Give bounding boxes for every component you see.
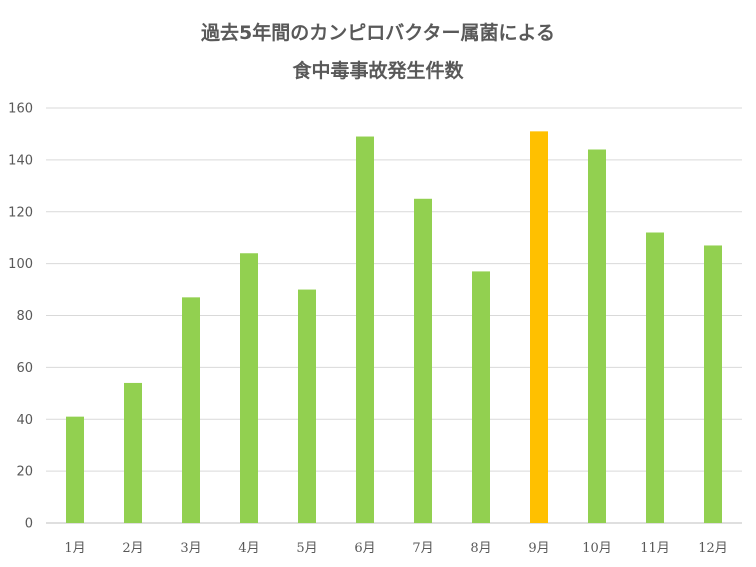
- bar-12: [704, 245, 722, 523]
- x-tick-label: 11月: [640, 541, 670, 556]
- bar-7: [414, 198, 432, 523]
- x-tick-label: 4月: [238, 541, 259, 556]
- bar-8: [472, 271, 490, 523]
- y-tick-label: 120: [8, 205, 33, 220]
- y-tick-label: 20: [16, 465, 33, 480]
- bar-5: [298, 289, 316, 523]
- y-tick-label: 140: [8, 153, 33, 168]
- x-tick-labels: 1月 2月 3月 4月 5月 6月 7月 8月 9月 10月 11月 12月: [64, 541, 727, 556]
- y-tick-label: 0: [25, 517, 33, 532]
- y-tick-label: 160: [8, 102, 33, 117]
- x-tick-label: 7月: [412, 541, 433, 556]
- chart-title-line-1: 過去5年間のカンピロバクター属菌による: [201, 22, 555, 44]
- bar-2: [124, 382, 142, 523]
- bar-10: [588, 149, 606, 523]
- x-tick-label: 12月: [698, 541, 728, 556]
- grid-layer: [46, 107, 742, 472]
- bars-layer: [66, 131, 722, 523]
- x-tick-label: 3月: [180, 541, 201, 556]
- x-tick-label: 2月: [122, 541, 143, 556]
- x-tick-label: 5月: [296, 541, 317, 556]
- chart-title: 過去5年間のカンピロバクター属菌による 食中毒事故発生件数: [0, 14, 756, 90]
- y-tick-label: 80: [16, 309, 33, 324]
- bar-11: [646, 232, 664, 523]
- bar-9: [530, 131, 548, 523]
- y-tick-label: 40: [16, 413, 33, 428]
- x-tick-label: 6月: [354, 541, 375, 556]
- x-tick-label: 8月: [470, 541, 491, 556]
- x-tick-label: 1月: [64, 541, 85, 556]
- x-tick-label: 9月: [528, 541, 549, 556]
- bar-1: [66, 416, 84, 523]
- x-tick-label: 10月: [582, 541, 612, 556]
- bar-3: [182, 297, 200, 523]
- bar-6: [356, 136, 374, 523]
- bar-4: [240, 253, 258, 523]
- y-tick-labels: 0 20 40 60 80 100 120 140 160: [8, 102, 33, 532]
- chart-title-line-2: 食中毒事故発生件数: [292, 60, 464, 82]
- y-tick-label: 100: [8, 257, 33, 272]
- y-tick-label: 60: [16, 361, 33, 376]
